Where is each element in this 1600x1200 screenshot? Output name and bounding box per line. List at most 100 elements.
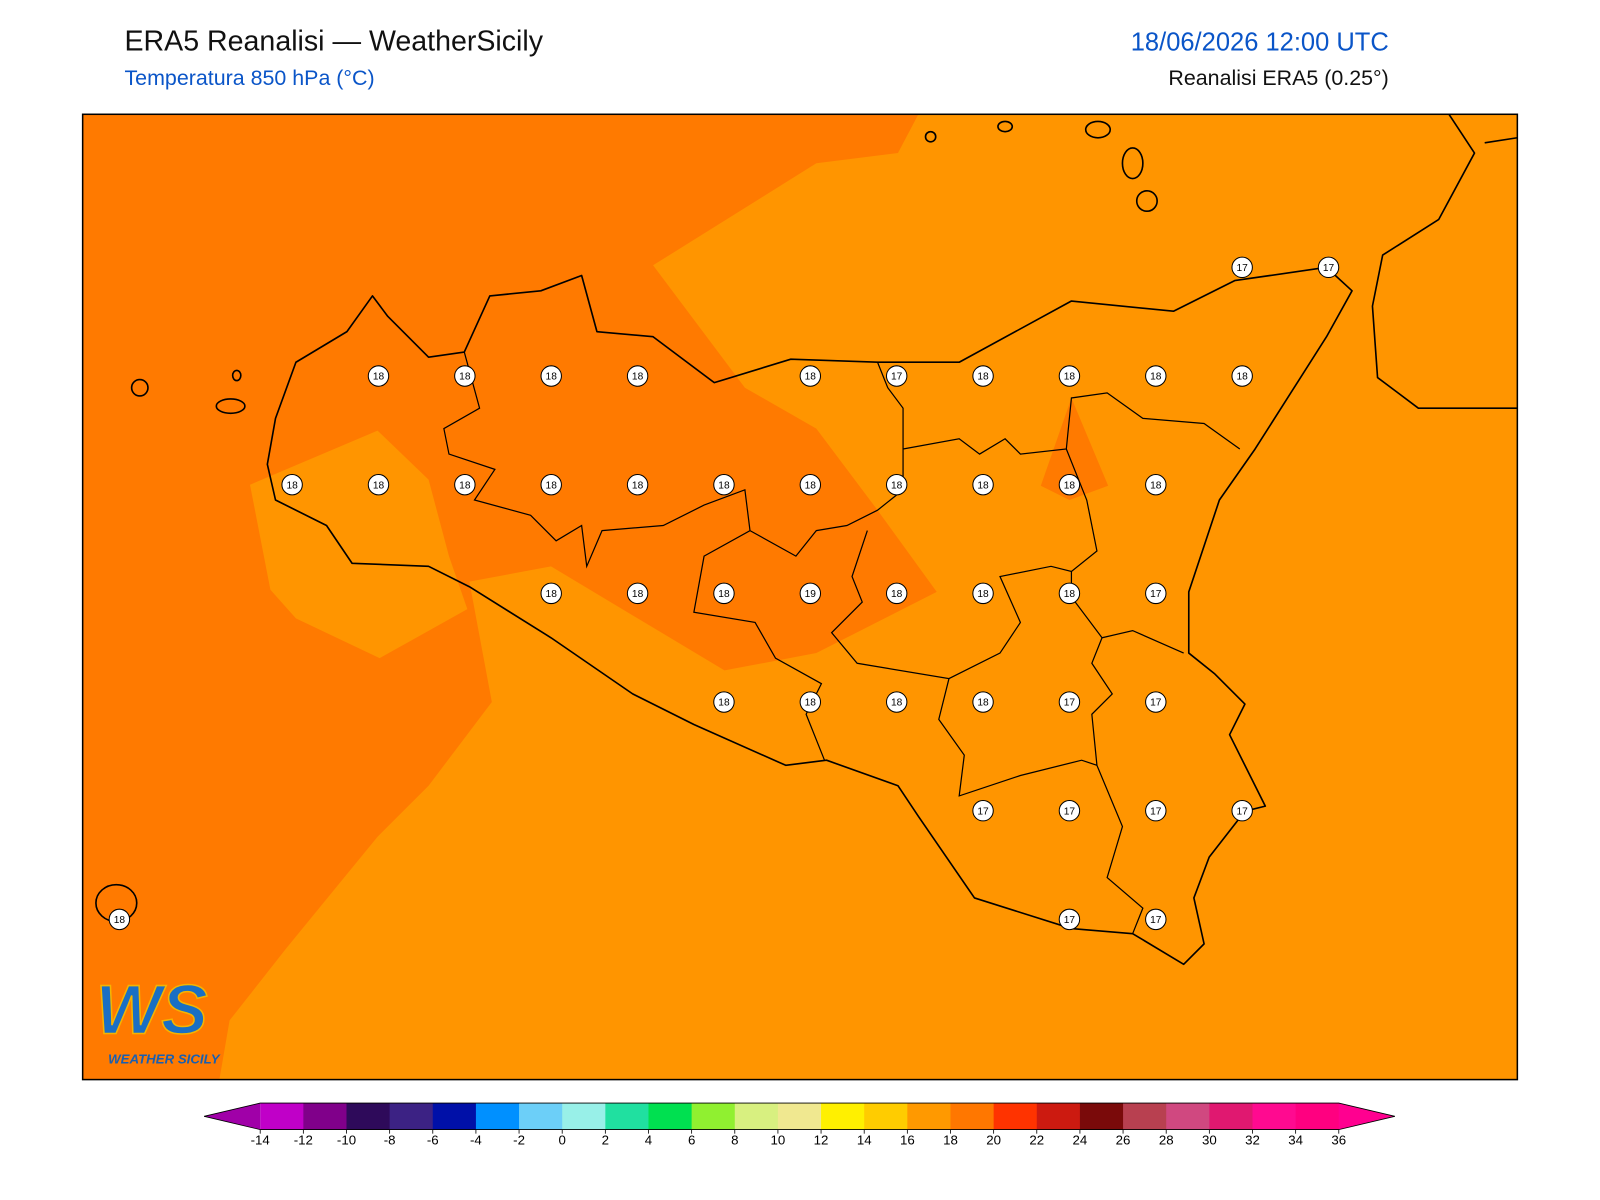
colorbar-over (1338, 1103, 1395, 1130)
grid-value: 18 (1064, 372, 1076, 383)
colorbar-tick-label: 34 (1288, 1132, 1303, 1147)
grid-marker (1145, 365, 1167, 387)
grid-value: 18 (805, 698, 817, 709)
logo-letters: WS (96, 971, 208, 1049)
colorbar-segment (1123, 1103, 1167, 1130)
grid-value: 17 (1236, 806, 1248, 817)
grid-marker (626, 365, 649, 387)
grid-value: 18 (805, 372, 817, 383)
colorbar-tick-label: -6 (427, 1132, 439, 1147)
grid-value: 17 (1064, 806, 1076, 817)
grid-marker (367, 473, 390, 496)
grid-value: 18 (459, 372, 471, 383)
colorbar-segment (1079, 1103, 1124, 1130)
grid-marker (1058, 582, 1081, 605)
grid-value: 18 (632, 589, 644, 600)
logo-text: WEATHER SICILY (108, 1052, 221, 1067)
grid-marker (1145, 800, 1167, 822)
colorbar-segment (519, 1103, 563, 1130)
logo: WS WEATHER SICILY (95, 970, 221, 1067)
map-panel: 17 17 18 18 18 18 18 17 18 18 18 18 18 18 18 18 18 18 18 18… (81, 113, 1519, 1081)
grid-marker (1058, 365, 1081, 387)
colorbar-segment (864, 1103, 908, 1130)
grid-marker (1058, 908, 1081, 931)
grid-value: 17 (891, 372, 903, 383)
field-warm-small (1040, 397, 1109, 500)
grid-labels: 17 17 18 18 18 18 18 17 18 18 18 18 18 18 18 18 18 18 18 18… (108, 256, 1340, 931)
colorbar-segment (734, 1103, 779, 1130)
grid-marker (626, 473, 649, 496)
grid-value: 18 (1064, 589, 1076, 600)
sicily-coast (266, 266, 1353, 966)
grid-value: 18 (373, 480, 385, 491)
grid-value: 18 (805, 480, 817, 491)
grid-marker (1145, 908, 1167, 931)
colorbar-tick-label: 6 (688, 1132, 695, 1147)
grid-marker (972, 365, 994, 387)
grid-value: 18 (977, 480, 989, 491)
grid-marker (1058, 691, 1081, 713)
grid-value: 18 (632, 480, 644, 491)
map-frame (81, 113, 1519, 1081)
colorbar-segment (303, 1103, 347, 1130)
colorbar-tick-label: 22 (1029, 1132, 1044, 1147)
grid-marker (540, 582, 562, 605)
grid-value: 18 (286, 480, 298, 491)
grid-value: 17 (1150, 806, 1162, 817)
grid-marker (799, 691, 822, 713)
colorbar-tick-label: 4 (645, 1132, 652, 1147)
colorbar-segment (1166, 1103, 1210, 1130)
grid-marker (1231, 800, 1253, 822)
province-borders (443, 351, 1241, 934)
colorbar-tick-label: 14 (857, 1132, 872, 1147)
grid-marker (885, 473, 908, 496)
colorbar-tick-label: 18 (943, 1132, 958, 1147)
grid-value: 18 (373, 372, 385, 383)
grid-marker (454, 365, 476, 387)
grid-marker (713, 473, 735, 496)
source: Reanalisi ERA5 (0.25°) (1168, 66, 1388, 90)
colorbar-segment (777, 1103, 822, 1130)
colorbar-tick-label: 2 (602, 1132, 609, 1147)
grid-marker (1231, 365, 1253, 387)
grid-value: 18 (459, 480, 471, 491)
grid-marker (799, 582, 822, 605)
colorbar-segment (907, 1103, 951, 1130)
colorbar-segment (691, 1103, 736, 1130)
colorbar-tick-label: -10 (337, 1132, 356, 1147)
grid-marker (1058, 473, 1081, 496)
colorbar-segment (1252, 1103, 1297, 1130)
grid-marker (972, 800, 994, 822)
grid-marker (1231, 256, 1253, 279)
colorbar-tick-label: -12 (294, 1132, 313, 1147)
colorbar-segment (562, 1103, 606, 1130)
grid-value: 18 (977, 589, 989, 600)
colorbar-tick-label: 16 (900, 1132, 915, 1147)
grid-marker (540, 365, 562, 387)
grid-value: 18 (977, 372, 989, 383)
grid-value: 17 (1150, 589, 1162, 600)
grid-marker (713, 691, 735, 713)
colorbar-tick-label: 32 (1245, 1132, 1260, 1147)
grid-value: 18 (546, 372, 558, 383)
grid-marker (972, 582, 994, 605)
colorbar-segment (821, 1103, 865, 1130)
colorbar-tick-label: -2 (513, 1132, 525, 1147)
grid-marker (799, 365, 822, 387)
grid-value: 18 (718, 589, 730, 600)
datetime: 18/06/2026 12:00 UTC (1131, 29, 1389, 57)
colorbar-tick-label: 12 (814, 1132, 829, 1147)
grid-value: 17 (1064, 698, 1076, 709)
grid-value: 17 (1064, 915, 1076, 926)
colorbar-tick-label: 20 (986, 1132, 1001, 1147)
grid-value: 17 (977, 806, 989, 817)
colorbar-tick-label: -14 (251, 1132, 270, 1147)
colorbar-tick-label: 26 (1116, 1132, 1131, 1147)
colorbar-segment (605, 1103, 649, 1130)
colorbar-tick-label: 8 (731, 1132, 738, 1147)
colorbar-tick-label: 0 (559, 1132, 566, 1147)
colorbar-segment (1036, 1103, 1081, 1130)
colorbar-segment (648, 1103, 693, 1130)
grid-value: 18 (546, 589, 558, 600)
